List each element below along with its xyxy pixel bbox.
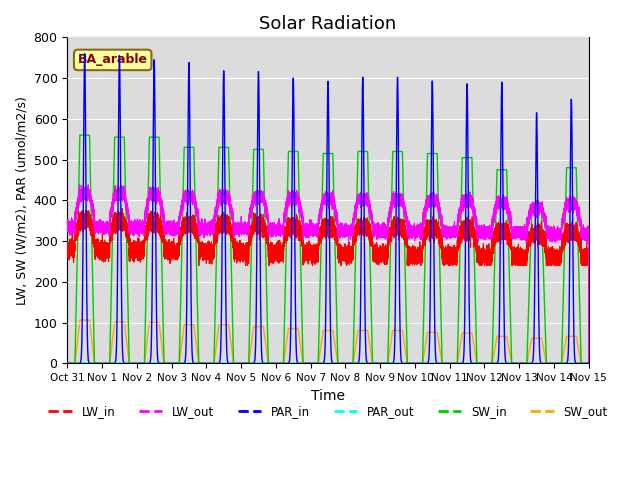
Legend: LW_in, LW_out, PAR_in, PAR_out, SW_in, SW_out: LW_in, LW_out, PAR_in, PAR_out, SW_in, S… xyxy=(44,400,612,423)
X-axis label: Time: Time xyxy=(311,389,345,403)
Y-axis label: LW, SW (W/m2), PAR (umol/m2/s): LW, SW (W/m2), PAR (umol/m2/s) xyxy=(15,96,28,305)
Text: BA_arable: BA_arable xyxy=(77,53,148,66)
Title: Solar Radiation: Solar Radiation xyxy=(259,15,397,33)
